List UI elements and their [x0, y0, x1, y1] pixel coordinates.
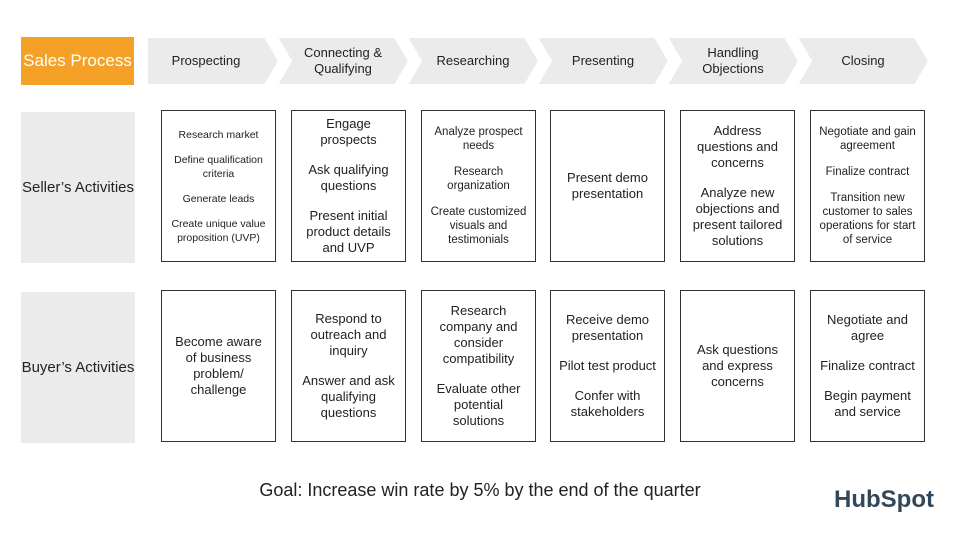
activity-card: Negotiate and gain agreement Finalize con…: [810, 110, 925, 262]
activity-card: Analyze prospect needs Research organizat…: [421, 110, 536, 262]
stage-chevron: [405, 36, 541, 86]
activity-item: Become aware of business problem/ challe…: [175, 334, 262, 397]
activity-item: Negotiate and agree: [827, 312, 908, 343]
stage-label: Closing: [841, 53, 885, 68]
activity-card: Negotiate and agree Finalize contract Begi…: [810, 290, 925, 442]
activity-card: Present demo presentation: [550, 110, 665, 262]
activity-item: Generate leads: [182, 192, 255, 205]
activity-item: Define qualification criteria: [174, 153, 263, 180]
activity-item: Answer and ask qualifying questions: [302, 373, 395, 420]
activity-item: Evaluate other potential solutions: [436, 381, 521, 428]
row-label: Seller’s Activities: [21, 112, 135, 263]
activity-item: Ask questions and express concerns: [697, 342, 778, 389]
activity-item: Present initial product details and UVP: [306, 208, 391, 255]
stage-chevron: [146, 36, 281, 86]
activity-item: Finalize contract: [825, 166, 910, 178]
activity-item: Research company and consider compatibil…: [439, 303, 518, 366]
process-title: Sales Process: [21, 37, 134, 85]
activity-card: Become aware of business problem/ challe…: [161, 290, 276, 442]
activity-item: Analyze prospect needs: [434, 126, 523, 152]
activity-item: Create unique value proposition (UVP): [171, 217, 266, 244]
activity-item: Ask qualifying questions: [308, 162, 389, 193]
activity-card: Engage prospects Ask qualifying questions…: [291, 110, 406, 262]
activity-item: Address questions and concerns: [697, 123, 778, 170]
activity-item: Transition new customer to sales operati…: [819, 192, 916, 246]
activity-card: Address questions and concerns Analyze ne…: [680, 110, 795, 262]
stage-chevron: [665, 36, 801, 86]
activity-card: Research market Define qualification crit…: [161, 110, 276, 262]
activity-item: Respond to outreach and inquiry: [310, 311, 387, 358]
activity-item: Confer with stakeholders: [570, 388, 645, 419]
stage-chevron: [275, 36, 411, 86]
stage-label: Presenting: [571, 53, 635, 68]
stage-label: Researching: [436, 53, 510, 68]
activity-item: Begin payment and service: [824, 388, 911, 419]
activity-item: Present demo presentation: [567, 170, 648, 201]
activity-item: Research organization: [447, 166, 510, 192]
stage-label: Prospecting: [171, 53, 241, 68]
activity-card: Receive demo presentation Pilot test prod…: [550, 290, 665, 442]
activity-item: Create customized visuals and testimonia…: [430, 206, 527, 246]
activity-item: Negotiate and gain agreement: [819, 126, 916, 152]
activity-card: Research company and consider compatibil…: [421, 290, 536, 442]
logo: HubSpot: [834, 486, 934, 513]
stage-label: Handling Objections: [702, 45, 764, 76]
stage-label: Connecting & Qualifying: [303, 45, 383, 76]
activity-card: Ask questions and express concerns: [680, 290, 795, 442]
activity-item: Finalize contract: [820, 358, 915, 373]
stage-chevron: [535, 36, 671, 86]
row-label: Buyer’s Activities: [21, 292, 135, 443]
goal: Goal: Increase win rate by 5% by the end…: [259, 480, 701, 500]
activity-item: Research market: [178, 128, 259, 141]
activity-item: Pilot test product: [559, 358, 656, 373]
activity-card: Respond to outreach and inquiry Answer an…: [291, 290, 406, 442]
activity-item: Receive demo presentation: [565, 312, 650, 343]
activity-item: Analyze new objections and present tailo…: [692, 185, 783, 248]
activity-item: Engage prospects: [320, 116, 377, 147]
stage-chevron: [795, 36, 931, 86]
